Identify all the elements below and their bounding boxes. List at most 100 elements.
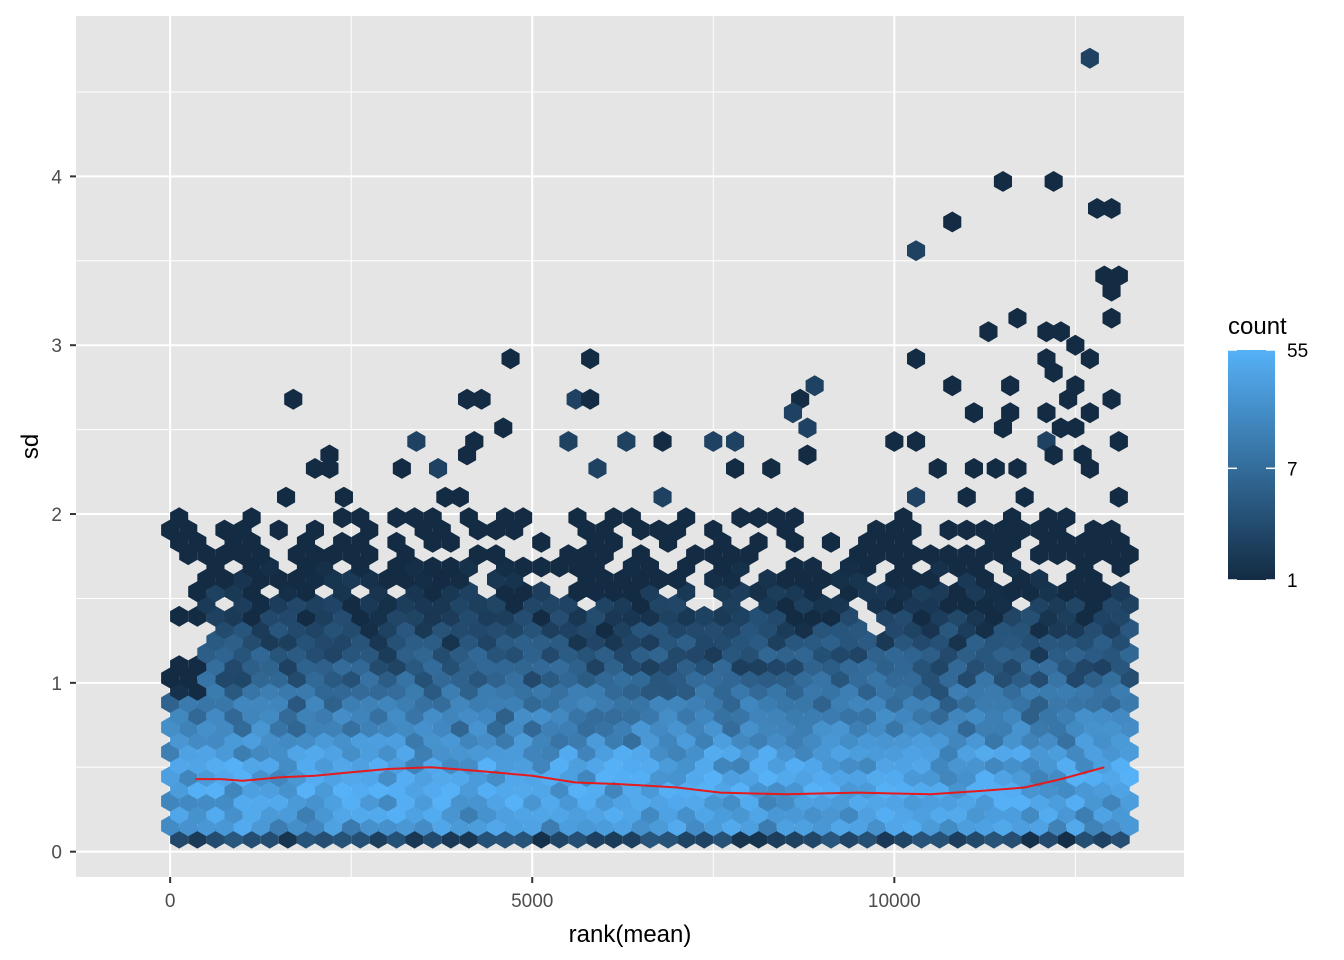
legend: count 55 7 1 <box>1228 313 1308 592</box>
hexbin-cell <box>975 519 994 541</box>
hexbin-cell <box>622 507 641 529</box>
hexbin-cell-outlier <box>617 431 636 452</box>
hexbin-cell-outlier <box>653 431 672 452</box>
hexbin-cell <box>333 507 352 529</box>
hexbin-cell-outlier <box>964 458 983 479</box>
hexbin-cell <box>749 507 768 529</box>
hexbin-cell-outlier <box>907 240 926 262</box>
hexbin-cell-outlier <box>704 431 723 452</box>
hexbin-cell-outlier <box>1102 198 1121 219</box>
hexbin-cell <box>785 507 804 529</box>
hexbin-cell <box>749 531 768 553</box>
y-tick-label: 3 <box>51 336 62 357</box>
hexbin-cell-outlier <box>1001 375 1020 397</box>
hexbin-cell-outlier <box>320 444 339 466</box>
hexbin-cell <box>333 531 352 553</box>
hexbin-cell <box>1057 507 1076 529</box>
hexbin-cell-outlier <box>907 486 926 508</box>
hexbin-layer <box>161 47 1139 849</box>
hexbin-cell-outlier <box>436 486 455 508</box>
legend-title: count <box>1228 313 1287 340</box>
hexbin-cell-outlier <box>1001 402 1020 424</box>
hexbin-cell <box>821 531 840 553</box>
hexbin-cell <box>1030 568 1049 590</box>
hexbin-cell-outlier <box>986 458 1005 479</box>
hexbin-cell-outlier <box>1044 361 1063 383</box>
hexbin-cell <box>939 519 958 541</box>
hexbin-cell <box>568 507 587 529</box>
x-tick-label: 0 <box>165 891 176 912</box>
hexbin-cell <box>468 544 487 566</box>
hexbin-cell-outlier <box>943 211 962 233</box>
hexbin-cell-outlier <box>581 348 600 370</box>
hexbin-cell <box>423 556 442 578</box>
hexbin-cell <box>939 544 958 566</box>
hexbin-cell-outlier <box>277 486 296 508</box>
hexbin-cell-outlier <box>392 458 411 479</box>
x-tick-label: 10000 <box>868 891 921 912</box>
hexbin-cell-outlier <box>726 431 745 452</box>
hexbin-cell-outlier <box>993 417 1012 439</box>
hexbin-cell <box>767 507 786 529</box>
hexbin-cell-outlier <box>1066 417 1085 439</box>
hexbin-cell <box>559 544 578 566</box>
hexbin-cell <box>1111 581 1130 603</box>
hexbin-cell-outlier <box>653 486 672 508</box>
hexbin-cell <box>1003 507 1022 529</box>
hexbin-cell-outlier <box>429 458 448 479</box>
hexbin-cell-outlier <box>1051 321 1070 343</box>
hexbin-cell <box>686 544 705 566</box>
hexbin-cell-outlier <box>1080 348 1099 370</box>
legend-ticks: 55 7 1 <box>1228 341 1308 592</box>
hexbin-cell-outlier <box>1080 47 1099 69</box>
hexbin-cell-outlier <box>334 486 353 508</box>
hexbin-cell-outlier <box>979 321 998 343</box>
hexbin-cell-outlier <box>907 431 926 452</box>
hexbin-cell <box>1039 507 1058 529</box>
hexbin-cell-outlier <box>566 388 585 410</box>
hexbin-cell-outlier <box>762 458 781 479</box>
hexbin-cell <box>1084 519 1103 541</box>
y-tick-label: 0 <box>51 843 62 864</box>
hexbin-cell <box>405 507 424 529</box>
hexbin-cell <box>170 655 189 677</box>
hexbin-cell-outlier <box>458 444 477 466</box>
hexbin-cell-outlier <box>993 171 1012 192</box>
hexbin-cell <box>423 507 442 529</box>
hexbin-cell-outlier <box>305 458 324 479</box>
y-tick-label: 1 <box>51 674 62 695</box>
hexbin-cell-outlier <box>1044 171 1063 192</box>
hexbin-cell <box>514 507 533 529</box>
x-axis: 0 5000 10000 <box>165 877 921 912</box>
hexbin-cell-outlier <box>907 348 926 370</box>
hexbin-cell <box>170 605 189 627</box>
hexbin-cell <box>215 519 234 541</box>
y-axis: 0 1 2 3 4 <box>51 167 76 864</box>
hexbin-cell <box>921 544 940 566</box>
hexbin-cell-outlier <box>284 388 303 410</box>
hexbin-cell-outlier <box>581 388 600 410</box>
hexbin-cell-outlier <box>1109 431 1128 452</box>
hexbin-cell-outlier <box>1109 265 1128 287</box>
hexbin-cell-outlier <box>1037 402 1056 424</box>
hexbin-cell <box>441 556 460 578</box>
hexbin-cell <box>894 507 913 529</box>
legend-tick-label: 7 <box>1287 459 1298 480</box>
hexbin-cell <box>785 556 804 578</box>
hexbin-cell-outlier <box>559 431 578 452</box>
hexbin-cell-outlier <box>1080 402 1099 424</box>
hexbin-cell-outlier <box>783 402 802 424</box>
hexbin-cell-outlier <box>472 388 491 410</box>
hexbin-cell <box>704 519 723 541</box>
hexbin-cell <box>532 581 551 603</box>
hexbin-cell-outlier <box>1080 458 1099 479</box>
hexbin-cell <box>242 507 261 529</box>
hexbin-cell-outlier <box>1044 444 1063 466</box>
hexbin-cell-outlier <box>885 431 904 452</box>
hexbin-cell <box>758 568 777 590</box>
hexbin-cell-outlier <box>450 486 469 508</box>
hexbin-cell-outlier <box>1008 458 1027 479</box>
hexbin-cell <box>459 507 478 529</box>
hexbin-cell-outlier <box>588 458 607 479</box>
x-tick-label: 5000 <box>511 891 553 912</box>
